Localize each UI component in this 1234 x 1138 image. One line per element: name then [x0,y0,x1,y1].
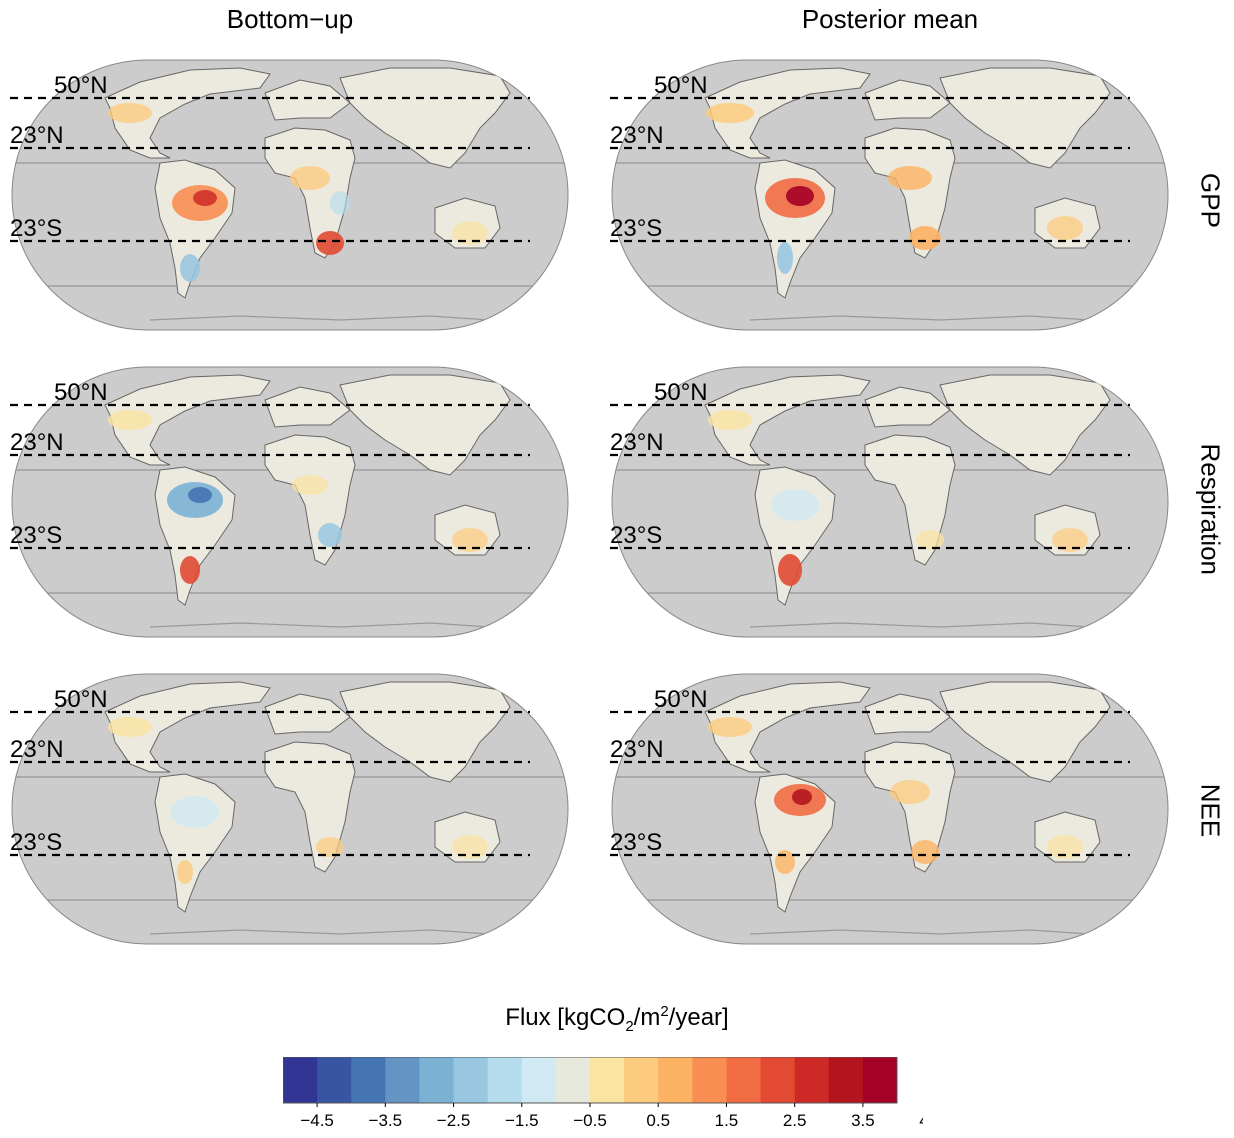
latitude-label: 23°N [610,736,664,763]
map-panel: 50°N 23°N 23°S [10,672,570,954]
map-svg: 50°N 23°N 23°S [10,672,570,954]
flux-region [292,475,328,495]
flux-region [108,103,152,123]
flux-region [452,835,488,859]
map-panel: 50°N 23°N 23°S [10,365,570,647]
colorbar-swatch [351,1057,386,1103]
colorbar-swatch [692,1057,727,1103]
flux-region [318,523,342,547]
flux-region [180,254,200,282]
latitude-label: 23°N [610,122,664,149]
latitude-label: 23°N [10,736,64,763]
colorbar-tick-label: 1.5 [715,1111,739,1130]
flux-region [890,780,930,804]
flux-region [290,166,330,190]
flux-region [177,860,193,884]
colorbar-swatch [419,1057,454,1103]
flux-region [171,796,219,828]
latitude-label: 23°N [10,429,64,456]
colorbar-swatch [726,1057,761,1103]
row-label-nee: NEE [1195,771,1226,851]
row-label-respiration: Respiration [1195,444,1226,564]
flux-region [452,221,488,245]
map-panel: 50°N 23°N 23°S [610,672,1170,954]
latitude-label: 23°S [10,522,62,549]
legend-title: Flux [kgCO2/m2/year] [0,1003,1234,1035]
flux-region [452,528,488,552]
colorbar-swatch [488,1057,523,1103]
map-svg: 50°N 23°N 23°S [10,58,570,340]
colorbar-swatch [658,1057,693,1103]
flux-region [193,190,217,206]
colorbar-swatch [454,1057,489,1103]
flux-region [771,489,819,521]
flux-region [180,556,200,584]
colorbar-swatch [522,1057,557,1103]
flux-region [909,226,941,250]
flux-region [706,103,754,123]
latitude-label: 50°N [654,379,708,406]
map-panel: 50°N 23°N 23°S [610,58,1170,340]
latitude-label: 50°N [654,72,708,99]
latitude-label: 23°N [10,122,64,149]
flux-region [786,186,814,206]
flux-region [1047,216,1083,240]
colorbar-tick-label: 0.5 [646,1111,670,1130]
colorbar: −4.5 −3.5 −2.5 −1.5 −0.5 0.5 1.5 2.5 3.5 4.5 [283,1057,923,1137]
flux-region [911,840,939,864]
latitude-label: 23°S [610,829,662,856]
flux-region [778,554,802,586]
colorbar-tick-label: 2.5 [783,1111,807,1130]
colorbar-tick-label: −3.5 [369,1111,403,1130]
colorbar-tick-label: 4.5 [919,1111,923,1130]
map-svg: 50°N 23°N 23°S [610,58,1170,340]
flux-region [777,242,793,274]
latitude-label: 23°S [10,829,62,856]
latitude-label: 23°S [610,215,662,242]
flux-region [108,410,152,430]
latitude-label: 50°N [54,379,108,406]
colorbar-tick-label: −1.5 [505,1111,539,1130]
colorbar-swatch [385,1057,420,1103]
flux-region [775,850,795,874]
latitude-label: 50°N [54,72,108,99]
colorbar-tick-label: 3.5 [851,1111,875,1130]
colorbar-tick-label: −4.5 [300,1111,334,1130]
flux-region [108,717,152,737]
flux-region [708,717,752,737]
flux-region [888,166,932,190]
colorbar-swatch [795,1057,830,1103]
colorbar-swatch [829,1057,864,1103]
flux-region [708,410,752,430]
colorbar-swatch [283,1057,318,1103]
column-title-posterior-mean: Posterior mean [610,4,1170,35]
latitude-label: 23°S [610,522,662,549]
map-svg: 50°N 23°N 23°S [610,672,1170,954]
latitude-label: 50°N [54,686,108,713]
flux-region [330,191,350,215]
flux-region [792,789,812,805]
row-label-gpp: GPP [1195,161,1226,241]
flux-region [316,231,344,255]
colorbar-tick-label: −0.5 [573,1111,607,1130]
colorbar-swatch [761,1057,796,1103]
map-svg: 50°N 23°N 23°S [610,365,1170,647]
flux-region [1052,528,1088,552]
colorbar-tick-label: −2.5 [437,1111,471,1130]
colorbar-swatch [624,1057,659,1103]
map-panel: 50°N 23°N 23°S [10,58,570,340]
colorbar-swatch [863,1057,898,1103]
map-panel: 50°N 23°N 23°S [610,365,1170,647]
latitude-label: 50°N [654,686,708,713]
latitude-label: 23°S [10,215,62,242]
colorbar-swatch [556,1057,591,1103]
flux-region [188,487,212,503]
colorbar-swatch [590,1057,625,1103]
colorbar-swatch [317,1057,352,1103]
column-title-bottom-up: Bottom−up [10,4,570,35]
map-svg: 50°N 23°N 23°S [10,365,570,647]
latitude-label: 23°N [610,429,664,456]
